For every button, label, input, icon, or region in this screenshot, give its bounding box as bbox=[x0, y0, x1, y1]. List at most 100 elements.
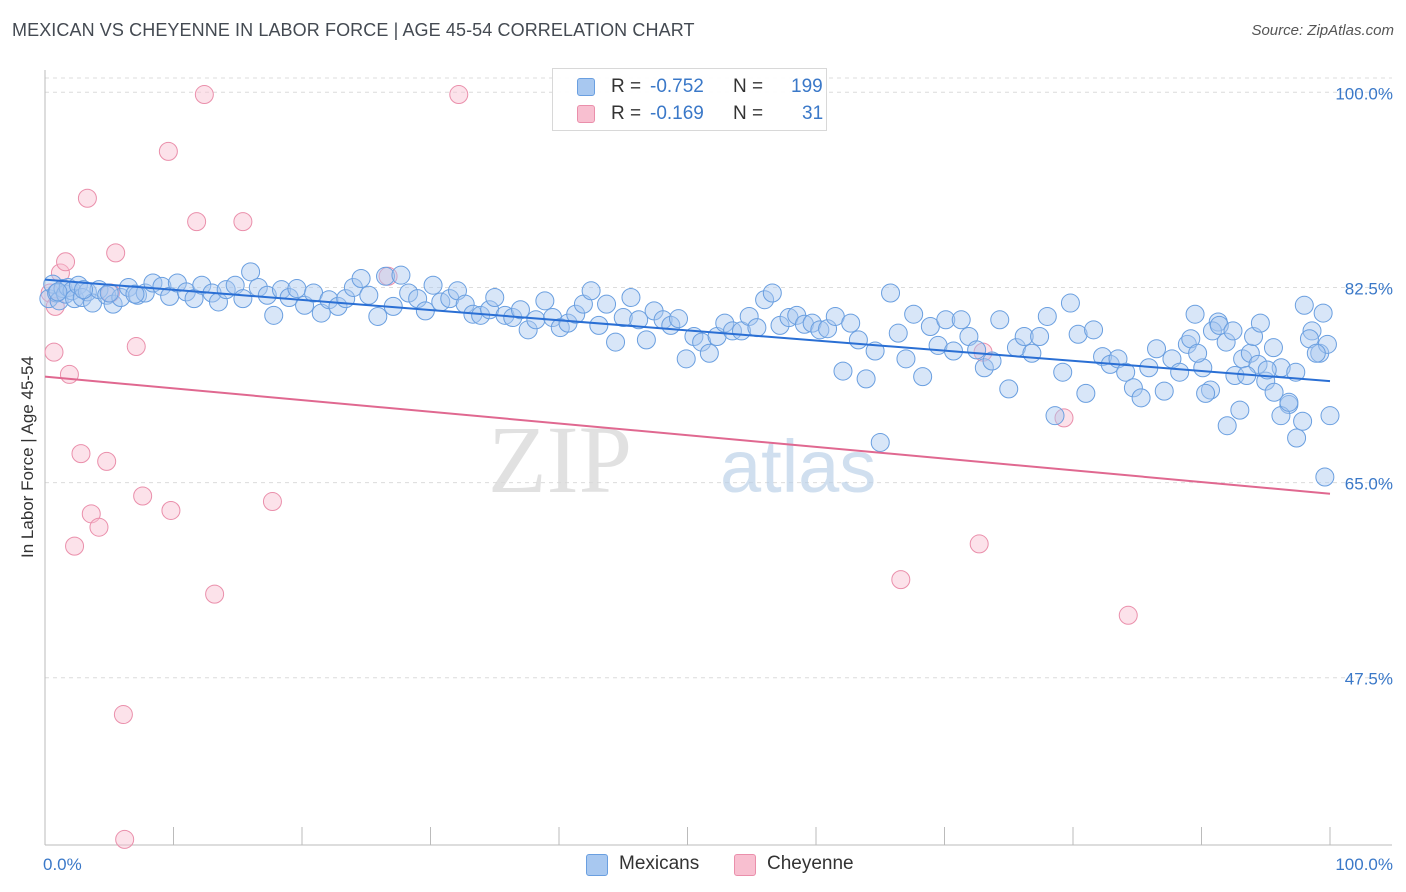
mexicans-point bbox=[1131, 388, 1151, 408]
mexicans-point bbox=[1287, 428, 1307, 448]
mexicans-point bbox=[1084, 320, 1104, 340]
mexicans-point bbox=[715, 313, 735, 333]
cheyenne-point bbox=[449, 85, 469, 105]
mexicans-point bbox=[629, 310, 649, 330]
mexicans-point bbox=[1060, 293, 1080, 313]
y-tick-label: 65.0% bbox=[1345, 475, 1393, 494]
mexicans-point bbox=[1196, 383, 1216, 403]
mexicans-point bbox=[848, 330, 868, 350]
y-tick-label: 82.5% bbox=[1345, 279, 1393, 298]
legend-r-value-cheyenne: -0.169 bbox=[650, 103, 704, 124]
mexicans-point bbox=[1250, 313, 1270, 333]
mexicans-point bbox=[152, 276, 172, 296]
mexicans-point bbox=[896, 349, 916, 369]
mexicans-point bbox=[1248, 354, 1268, 374]
watermark-zip: ZIP bbox=[488, 406, 632, 513]
mexicans-point bbox=[103, 294, 123, 314]
mexicans-point bbox=[72, 287, 92, 307]
bottom-legend-label-cheyenne: Cheyenne bbox=[767, 853, 854, 874]
watermark-atlas: atlas bbox=[720, 425, 876, 508]
mexicans-point bbox=[125, 284, 145, 304]
legend-n-label: N = bbox=[733, 103, 764, 124]
legend-n-value-cheyenne: 31 bbox=[802, 103, 824, 124]
mexicans-point bbox=[967, 340, 987, 360]
cheyenne-point bbox=[205, 584, 225, 604]
mexicans-point bbox=[597, 294, 617, 314]
mexicans-point bbox=[856, 369, 876, 389]
mexicans-point bbox=[1306, 343, 1326, 363]
bottom-legend-swatch-mexicans bbox=[586, 854, 608, 876]
mexicans-point bbox=[192, 275, 212, 295]
mexicans-point bbox=[566, 304, 586, 324]
mexicans-point bbox=[1068, 324, 1088, 344]
cheyenne-point bbox=[115, 829, 135, 849]
mexicans-point bbox=[111, 287, 131, 307]
mexicans-point bbox=[1216, 332, 1236, 352]
mexicans-point bbox=[408, 289, 428, 309]
mexicans-point bbox=[810, 320, 830, 340]
mexicans-point bbox=[762, 283, 782, 303]
y-tick-label: 47.5% bbox=[1345, 670, 1393, 689]
mexicans-point bbox=[1264, 382, 1284, 402]
mexicans-point bbox=[606, 332, 626, 352]
mexicans-point bbox=[264, 305, 284, 325]
mexicans-point bbox=[1045, 406, 1065, 426]
axis-layer bbox=[44, 70, 1392, 846]
mexicans-point bbox=[74, 280, 94, 300]
mexicans-point bbox=[936, 310, 956, 330]
mexicans-point bbox=[904, 304, 924, 324]
cheyenne-point bbox=[233, 212, 253, 232]
grid-layer bbox=[45, 77, 1392, 679]
mexicans-point bbox=[376, 266, 396, 286]
mexicans-point bbox=[676, 349, 696, 369]
cheyenne-point bbox=[262, 492, 282, 512]
cheyenne-trend-line bbox=[44, 375, 1331, 495]
mexicans-point bbox=[613, 308, 633, 328]
mexicans-point bbox=[1185, 304, 1205, 324]
mexicans-point bbox=[1093, 347, 1113, 367]
mexicans-point bbox=[1076, 383, 1096, 403]
mexicans-point bbox=[699, 343, 719, 363]
mexicans-point bbox=[485, 287, 505, 307]
mexicans-point bbox=[351, 269, 371, 289]
cheyenne-point bbox=[891, 570, 911, 590]
mexicans-point bbox=[423, 275, 443, 295]
mexicans-point bbox=[621, 287, 641, 307]
mexicans-point bbox=[888, 323, 908, 343]
tick-labels: 47.5% 65.0% 82.5% 100.0% 0.0% 100.0% bbox=[43, 84, 1393, 874]
cheyenne-point bbox=[113, 705, 133, 725]
mexicans-point bbox=[399, 283, 419, 303]
cheyenne-point bbox=[65, 536, 85, 556]
mexicans-point bbox=[1279, 392, 1299, 412]
cheyenne-point bbox=[1118, 605, 1138, 625]
mexicans-point bbox=[589, 315, 609, 335]
mexicans-point bbox=[48, 282, 68, 302]
mexicans-point bbox=[1294, 295, 1314, 315]
mexicans-point bbox=[581, 281, 601, 301]
mexicans-point bbox=[241, 262, 261, 282]
mexicans-point bbox=[1123, 378, 1143, 398]
cheyenne-point bbox=[59, 364, 79, 384]
x-tick-label-max: 100.0% bbox=[1335, 855, 1393, 874]
cheyenne-point bbox=[89, 517, 109, 537]
mexicans-point bbox=[841, 313, 861, 333]
mexicans-point bbox=[1320, 406, 1340, 426]
mexicans-point bbox=[881, 283, 901, 303]
mexicans-trend-line bbox=[44, 278, 1331, 383]
mexicans-point bbox=[1230, 400, 1250, 420]
mexicans-point bbox=[391, 265, 411, 285]
mexicans-point bbox=[1257, 360, 1277, 380]
mexicans-point bbox=[535, 291, 555, 311]
mexicans-point bbox=[1315, 467, 1335, 487]
mexicans-point bbox=[287, 279, 307, 299]
mexicans-point bbox=[1240, 343, 1260, 363]
mexicans-point bbox=[1154, 381, 1174, 401]
mexicans-point bbox=[257, 285, 277, 305]
mexicans-point bbox=[1037, 306, 1057, 326]
mexicans-point bbox=[669, 309, 689, 329]
legend-n-label: N = bbox=[733, 76, 764, 97]
cheyenne-point bbox=[71, 444, 91, 464]
cheyenne-point bbox=[187, 212, 207, 232]
mexicans-point bbox=[1286, 362, 1306, 382]
cheyenne-point bbox=[106, 243, 126, 263]
